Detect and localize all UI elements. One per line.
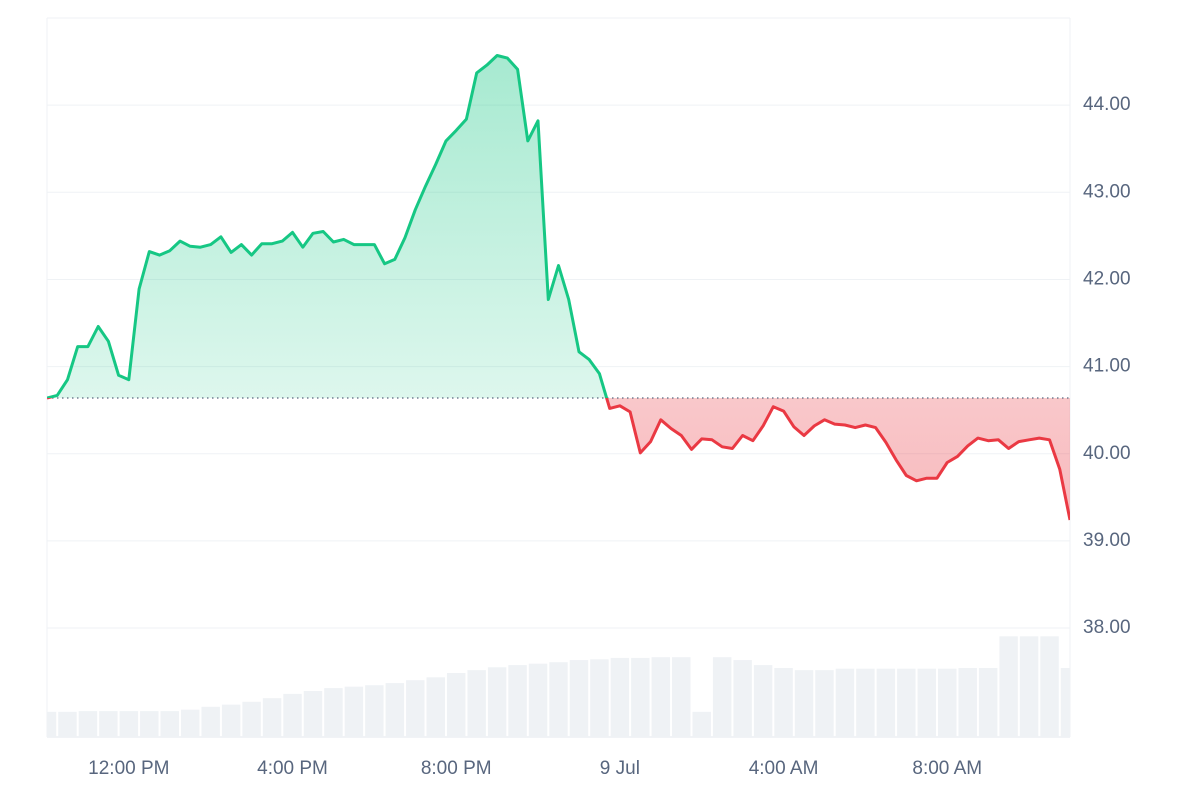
y-tick-label: 42.00 [1083,268,1131,289]
volume-bar [815,670,834,737]
x-tick-label: 12:00 PM [88,758,169,779]
volume-bar [262,698,282,737]
volume-bar [733,660,752,737]
y-tick-label: 41.00 [1083,356,1131,377]
volume-bar [999,636,1018,737]
volume-bar [283,693,302,737]
volume-bar [856,668,875,737]
price-line-down [47,397,1070,521]
volume-bar [508,665,527,737]
volume-bar [590,659,609,737]
volume-bar [58,711,77,737]
volume-bar [242,701,261,737]
volume-bar [549,662,568,737]
x-tick-label: 8:00 AM [912,758,982,779]
volume-bar [651,657,671,737]
volume-bar [324,688,343,737]
volume-bar [344,686,364,737]
volume-bar [426,677,445,737]
area-down [47,397,1070,520]
volume-bar [774,667,793,737]
volume-bar [794,670,814,737]
y-tick-label: 38.00 [1083,617,1131,638]
y-tick-label: 39.00 [1083,530,1131,551]
volume-bar [672,657,691,737]
volume-bar [487,667,507,737]
y-tick-label: 40.00 [1083,443,1131,464]
volume-bar [569,660,589,737]
volume-bar [385,683,405,737]
volume-bar [712,657,732,737]
volume-bar [47,711,57,737]
volume-bar [180,709,200,737]
volume-bar [528,663,548,737]
volume-bar [897,668,916,737]
volume-bar [1060,667,1070,737]
volume-bar [78,711,98,737]
volume-bar [938,668,957,737]
x-tick-label: 4:00 AM [749,758,819,779]
volume-bar [119,711,139,737]
volume-bar [978,667,998,737]
y-tick-label: 44.00 [1083,94,1131,115]
volume-bar [631,657,650,737]
volume-bar [99,711,118,737]
volume-bar [201,706,220,737]
volume-bar [835,668,855,737]
volume-bars [47,636,1070,737]
y-tick-label: 43.00 [1083,181,1131,202]
volume-bar [958,667,977,737]
area-up [47,55,607,398]
volume-bar [221,704,241,737]
volume-bar [1019,636,1039,737]
volume-bar [446,673,466,737]
volume-bar [876,668,896,737]
volume-bar [610,657,630,737]
volume-bar [692,711,711,737]
volume-bar [467,670,486,737]
x-tick-label: 9 Jul [600,758,640,779]
volume-bar [917,668,937,737]
price-line-up [47,54,609,398]
volume-bar [160,711,179,737]
x-tick-label: 8:00 PM [421,758,492,779]
volume-bar [1040,636,1059,737]
x-tick-label: 4:00 PM [257,758,328,779]
volume-bar [365,685,384,737]
volume-bar [406,680,425,737]
volume-bar [140,711,159,737]
volume-bar [303,690,323,737]
volume-bar [753,665,773,737]
